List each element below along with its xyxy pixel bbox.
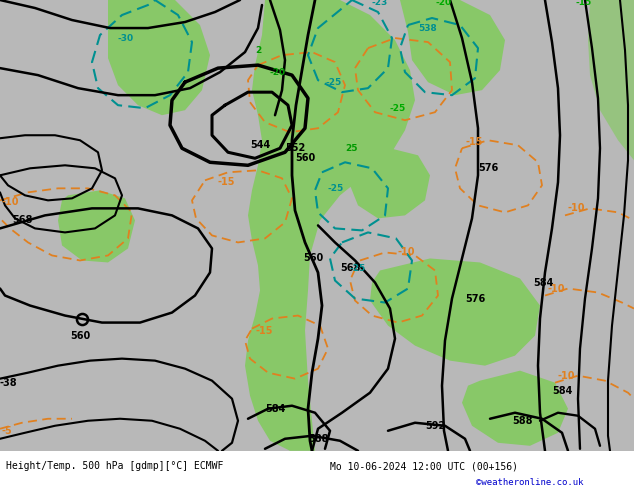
Text: -20: -20 — [270, 68, 286, 76]
Polygon shape — [108, 0, 210, 115]
Text: -38: -38 — [0, 378, 18, 388]
Text: 584: 584 — [533, 277, 553, 288]
Text: -23: -23 — [372, 0, 388, 6]
Text: 588: 588 — [512, 416, 533, 426]
Text: 560: 560 — [303, 253, 323, 264]
Polygon shape — [245, 0, 415, 451]
Text: -25: -25 — [390, 104, 406, 113]
Text: -20: -20 — [435, 0, 451, 6]
Text: -25: -25 — [350, 264, 366, 273]
Text: 560: 560 — [70, 331, 90, 341]
Text: -25: -25 — [325, 77, 341, 87]
Text: -30: -30 — [118, 34, 134, 43]
Text: Height/Temp. 500 hPa [gdmp][°C] ECMWF: Height/Temp. 500 hPa [gdmp][°C] ECMWF — [6, 462, 224, 471]
Text: 592: 592 — [425, 421, 445, 431]
Text: 538: 538 — [418, 24, 437, 32]
Text: -25: -25 — [328, 184, 344, 193]
Text: 588: 588 — [308, 434, 328, 444]
Polygon shape — [400, 0, 505, 95]
Text: 584: 584 — [265, 404, 285, 414]
Polygon shape — [350, 148, 430, 219]
Text: -10: -10 — [548, 284, 566, 294]
Text: Mo 10-06-2024 12:00 UTC (00+156): Mo 10-06-2024 12:00 UTC (00+156) — [330, 462, 518, 471]
Text: 568: 568 — [12, 216, 32, 225]
Text: 568: 568 — [340, 264, 360, 273]
Text: 2: 2 — [255, 46, 261, 54]
Text: -10: -10 — [568, 203, 586, 213]
Polygon shape — [462, 370, 568, 446]
Polygon shape — [302, 45, 378, 140]
Polygon shape — [0, 0, 634, 451]
Text: -5: -5 — [2, 426, 13, 436]
Text: 552: 552 — [285, 143, 305, 153]
Text: 560: 560 — [295, 153, 315, 163]
Text: 576: 576 — [465, 294, 485, 303]
Text: -10: -10 — [558, 370, 576, 381]
Text: -15: -15 — [255, 325, 273, 336]
Text: 544: 544 — [250, 140, 270, 150]
Text: -10: -10 — [398, 247, 415, 257]
Polygon shape — [588, 0, 634, 160]
Polygon shape — [58, 190, 135, 263]
Text: 584: 584 — [552, 386, 573, 396]
Text: -15: -15 — [218, 177, 235, 187]
Text: -15: -15 — [575, 0, 592, 6]
Text: 576: 576 — [478, 163, 498, 173]
Text: -10: -10 — [2, 197, 20, 207]
Text: -15: -15 — [465, 137, 482, 147]
Text: ©weatheronline.co.uk: ©weatheronline.co.uk — [476, 478, 583, 487]
Text: 25: 25 — [345, 144, 358, 153]
Polygon shape — [370, 258, 540, 366]
